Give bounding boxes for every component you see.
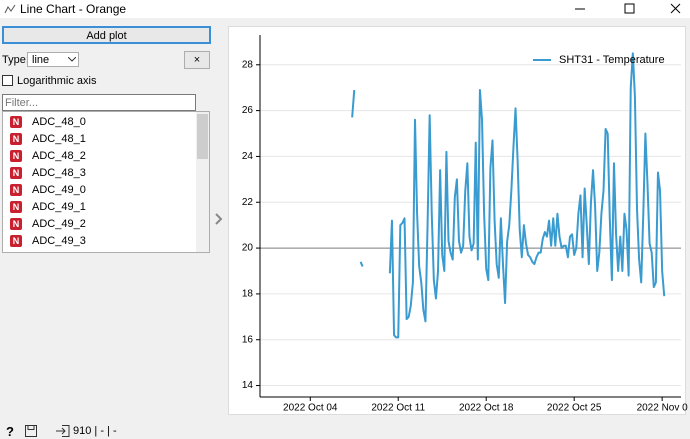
variable-name: ADC_48_2 — [32, 150, 86, 162]
y-tick-label: 24 — [242, 151, 254, 162]
status-count: 910 | - | - — [73, 425, 117, 437]
variable-name: ADC_48_0 — [32, 116, 86, 128]
variable-list[interactable]: N ADC_48_0 N ADC_48_1 N ADC_48_2 N ADC_48_3 N ADC… — [2, 111, 210, 253]
variable-item[interactable]: N ADC_49_1 — [10, 199, 86, 215]
variable-name: ADC_49_3 — [32, 235, 86, 247]
variable-icon: N — [10, 150, 22, 162]
type-label: Type: — [2, 54, 29, 66]
variable-name: ADC_48_3 — [32, 167, 86, 179]
variable-icon: N — [10, 133, 22, 145]
variable-icon: N — [10, 167, 22, 179]
remove-button[interactable]: × — [184, 51, 210, 69]
collapse-arrow[interactable] — [214, 212, 224, 226]
variable-item[interactable]: N ADC_48_3 — [10, 165, 86, 181]
variable-name: ADC_48_1 — [32, 133, 86, 145]
filter-input[interactable]: Filter... — [2, 94, 196, 111]
y-tick-label: 26 — [242, 105, 254, 116]
x-tick-label: 2022 Oct 11 — [371, 403, 425, 414]
log-axis-label: Logarithmic axis — [17, 75, 97, 87]
title-bar: Line Chart - Orange — [0, 0, 690, 18]
series-line — [351, 52, 666, 339]
variable-name: ADC_49_1 — [32, 201, 86, 213]
variable-item[interactable]: N ADC_49_3 — [10, 233, 86, 249]
x-tick-label: 2022 Oct 25 — [547, 403, 602, 414]
variable-icon: N — [10, 235, 22, 247]
scrollbar[interactable] — [196, 112, 209, 252]
y-tick-label: 14 — [242, 380, 254, 391]
dropdown-arrow — [68, 57, 76, 62]
y-tick-label: 22 — [242, 197, 254, 208]
variable-name: ADC_49_0 — [32, 184, 86, 196]
scroll-thumb[interactable] — [197, 114, 208, 159]
log-checkbox[interactable] — [2, 75, 13, 86]
variable-item[interactable]: N ADC_49_2 — [10, 216, 86, 232]
window-title: Line Chart - Orange — [20, 2, 127, 16]
type-combobox[interactable]: line — [27, 52, 79, 67]
x-tick-label: 2022 Oct 04 — [283, 403, 338, 414]
variable-icon: N — [10, 184, 22, 196]
filter-placeholder: Filter... — [5, 97, 39, 109]
save-icon[interactable] — [25, 425, 37, 437]
output-icon[interactable] — [56, 425, 70, 437]
help-icon[interactable]: ? — [6, 424, 14, 439]
y-tick-label: 18 — [242, 289, 254, 300]
variable-icon: N — [10, 116, 22, 128]
y-tick-label: 28 — [242, 59, 254, 70]
y-tick-label: 16 — [242, 334, 254, 345]
variable-icon: N — [10, 201, 22, 213]
variable-name: ADC_49_2 — [32, 218, 86, 230]
legend-label: SHT31 - Temperature — [559, 54, 665, 66]
type-value: line — [32, 54, 50, 66]
variable-item[interactable]: N ADC_49_0 — [10, 182, 86, 198]
variable-item[interactable]: N ADC_48_0 — [10, 114, 86, 130]
window-controls[interactable] — [570, 2, 688, 16]
x-tick-label: 2022 Oct 18 — [459, 403, 514, 414]
app-icon — [4, 4, 16, 14]
variable-icon: N — [10, 218, 22, 230]
y-tick-label: 20 — [242, 243, 254, 254]
x-tick-label: 2022 Nov 0 — [637, 403, 689, 414]
add-plot-button[interactable]: Add plot — [2, 26, 211, 44]
variable-item[interactable]: N ADC_48_1 — [10, 131, 86, 147]
variable-item[interactable]: N ADC_48_2 — [10, 148, 86, 164]
